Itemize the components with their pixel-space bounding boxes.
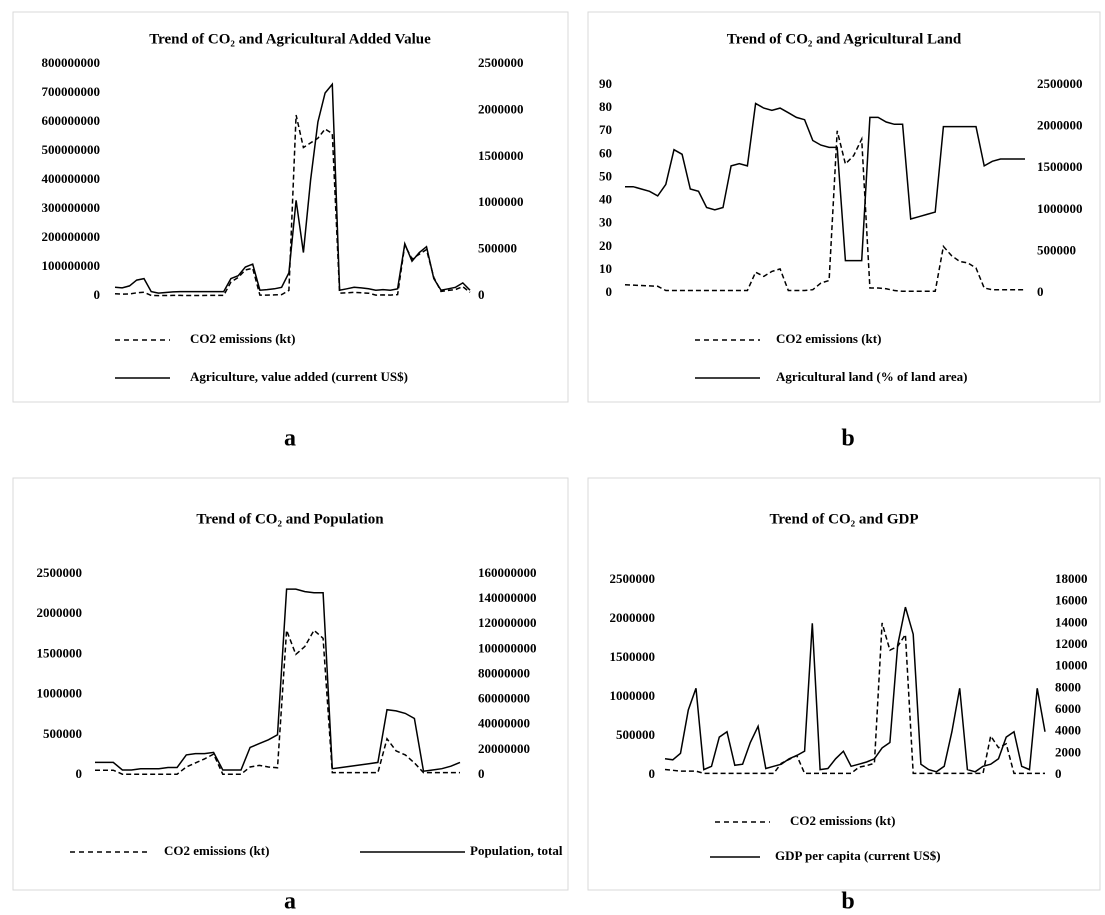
y-tick-label: 0 <box>606 284 613 299</box>
y-tick-label: 1000000 <box>610 688 656 703</box>
y2-tick-label: 0 <box>1055 766 1062 781</box>
y-tick-label: 2000000 <box>610 610 656 625</box>
y2-tick-label: 14000 <box>1055 614 1088 629</box>
y2-tick-label: 6000 <box>1055 701 1081 716</box>
y-tick-label: 2000000 <box>37 605 83 620</box>
y2-tick-label: 100000000 <box>478 640 537 655</box>
y2-tick-label: 80000000 <box>478 665 530 680</box>
y2-tick-label: 20000000 <box>478 741 530 756</box>
y2-tick-label: 10000 <box>1055 658 1088 673</box>
y-tick-label: 300000000 <box>42 200 101 215</box>
y-tick-label: 200000000 <box>42 229 101 244</box>
y2-tick-label: 12000 <box>1055 636 1088 651</box>
line-series <box>625 102 1025 262</box>
y2-tick-label: 500000 <box>1037 242 1076 257</box>
y-tick-label: 1500000 <box>610 649 656 664</box>
y-tick-label: 600000000 <box>42 113 101 128</box>
y-tick-label: 0 <box>649 766 656 781</box>
legend-label: GDP per capita (current US$) <box>775 848 941 863</box>
y2-tick-label: 1000000 <box>1037 201 1083 216</box>
y2-tick-label: 0 <box>478 766 485 781</box>
panel-frame <box>12 477 569 891</box>
legend-label: Population, total <box>470 843 563 858</box>
y-tick-label: 1500000 <box>37 645 83 660</box>
legend-label: CO2 emissions (kt) <box>776 331 881 346</box>
y2-tick-label: 2500000 <box>1037 76 1083 91</box>
y2-tick-label: 1000000 <box>478 194 524 209</box>
legend-label: CO2 emissions (kt) <box>190 331 295 346</box>
line-series <box>114 114 471 297</box>
y2-tick-label: 160000000 <box>478 565 537 580</box>
y-tick-label: 500000 <box>43 726 82 741</box>
y2-tick-label: 40000000 <box>478 716 530 731</box>
y-tick-label: 0 <box>76 766 83 781</box>
panel-caption: a <box>284 426 296 452</box>
y-tick-label: 2500000 <box>37 565 83 580</box>
legend-label: CO2 emissions (kt) <box>790 813 895 828</box>
y2-tick-label: 1500000 <box>1037 159 1083 174</box>
y-tick-label: 80 <box>599 99 612 114</box>
y2-tick-label: 4000 <box>1055 723 1081 738</box>
y2-tick-label: 0 <box>478 287 485 302</box>
y2-tick-label: 0 <box>1037 284 1044 299</box>
y2-tick-label: 2000000 <box>478 101 524 116</box>
panel-frame <box>12 11 569 403</box>
legend-label: Agricultural land (% of land area) <box>776 369 968 384</box>
panel-frame <box>587 477 1101 891</box>
legend-label: Agriculture, value added (current US$) <box>190 369 408 384</box>
y2-tick-label: 16000 <box>1055 593 1088 608</box>
y-tick-label: 90 <box>599 76 612 91</box>
y-tick-label: 40 <box>599 192 612 207</box>
panel-frame <box>587 11 1101 403</box>
y2-tick-label: 18000 <box>1055 571 1088 586</box>
y-tick-label: 10 <box>599 261 612 276</box>
y2-tick-label: 140000000 <box>478 590 537 605</box>
line-series <box>114 82 471 294</box>
y-tick-label: 60 <box>599 145 612 160</box>
y-tick-label: 0 <box>94 287 101 302</box>
chart-title: Trend of CO₂ and Agricultural Land <box>727 31 962 47</box>
chart-title: Trend of CO₂ and Population <box>196 511 384 527</box>
y2-tick-label: 1500000 <box>478 148 524 163</box>
y-tick-label: 800000000 <box>42 55 101 70</box>
y2-tick-label: 500000 <box>478 241 517 256</box>
chart-title: Trend of CO₂ and GDP <box>770 511 919 527</box>
line-series <box>95 588 461 773</box>
y-tick-label: 70 <box>599 122 612 137</box>
y2-tick-label: 8000 <box>1055 679 1081 694</box>
panel-caption: a <box>284 889 296 915</box>
line-series <box>95 629 460 775</box>
y-tick-label: 30 <box>599 215 612 230</box>
y-tick-label: 1000000 <box>37 686 83 701</box>
y-tick-label: 2500000 <box>610 571 656 586</box>
panel-caption: b <box>841 426 854 452</box>
y-tick-label: 400000000 <box>42 171 101 186</box>
y-tick-label: 500000000 <box>42 142 101 157</box>
y2-tick-label: 2000000 <box>1037 118 1083 133</box>
legend-label: CO2 emissions (kt) <box>164 843 269 858</box>
chart-title: Trend of CO₂ and Agricultural Added Valu… <box>149 31 431 47</box>
y-tick-label: 100000000 <box>42 258 101 273</box>
line-series <box>624 130 1025 293</box>
y2-tick-label: 2000 <box>1055 744 1081 759</box>
line-series <box>664 606 1046 773</box>
y2-tick-label: 2500000 <box>478 55 524 70</box>
y-tick-label: 700000000 <box>42 84 101 99</box>
y-tick-label: 20 <box>599 238 612 253</box>
y-tick-label: 50 <box>599 168 612 183</box>
panel-caption: b <box>841 889 854 915</box>
y-tick-label: 500000 <box>616 727 655 742</box>
line-series <box>664 622 1045 775</box>
y2-tick-label: 60000000 <box>478 691 530 706</box>
y2-tick-label: 120000000 <box>478 615 537 630</box>
